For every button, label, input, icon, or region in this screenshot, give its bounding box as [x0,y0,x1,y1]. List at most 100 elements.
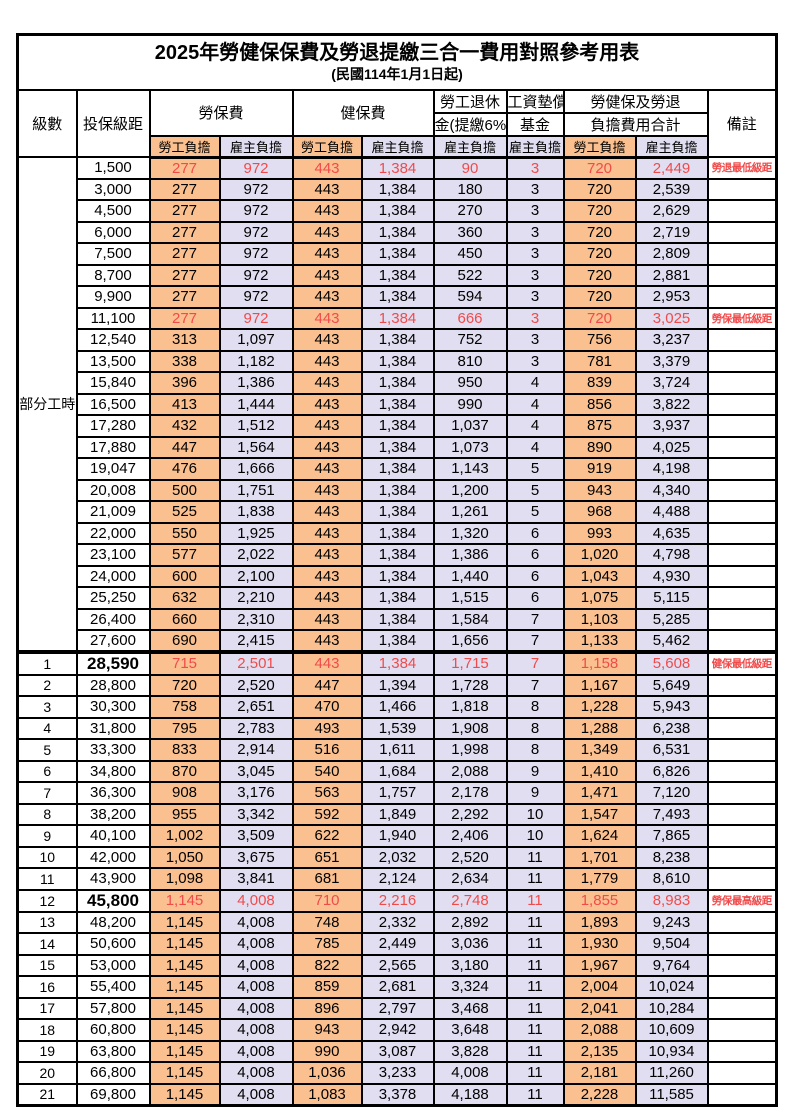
subheader-total-employee: 勞工負擔 [562,134,637,159]
level-cell: 17 [16,996,78,1020]
table-row: 17 57,800 1,145 4,008 896 2,797 3,468 11 2,041 10… [16,996,778,1020]
value-cell: 11 [505,932,565,956]
value-cell: 968 [562,500,637,524]
value-cell: 1,384 [360,349,435,373]
value-cell: 3,237 [634,328,709,352]
value-cell: 443 [291,392,363,416]
value-cell: 1,940 [360,824,435,848]
value-cell: 1,666 [218,457,294,481]
remark-cell [706,478,778,502]
value-cell: 4,008 [218,1082,294,1106]
table-row: 10 42,000 1,050 3,675 651 2,032 2,520 11 1,701 8,… [16,845,778,869]
value-cell: 1,384 [360,328,435,352]
value-cell: 3,828 [432,1039,508,1063]
value-cell: 2,565 [360,953,435,977]
table-row: 8 38,200 955 3,342 592 1,849 2,292 10 1,547 7,493 [16,802,778,826]
value-cell: 1,547 [562,802,637,826]
value-cell: 1,384 [360,263,435,287]
header-row-1: 級數 投保級距 勞保費 健保費 勞工退休 工資墊償 勞健保及勞退 備註 [16,88,778,158]
table-row: 13,500 338 1,182 443 1,384 810 3 781 3,379 [18,349,778,373]
remark-cell [706,263,778,287]
level-cell: 11 [16,867,78,891]
value-cell: 3,324 [432,975,508,999]
value-cell: 2,178 [432,781,508,805]
value-cell: 5 [505,457,565,481]
value-cell: 11 [505,953,565,977]
remark-cell [706,457,778,481]
value-cell: 4,798 [634,543,709,567]
value-cell: 1,384 [360,629,435,653]
bracket-cell: 17,880 [75,435,151,459]
value-cell: 2,748 [432,888,508,913]
value-cell: 651 [291,845,363,869]
value-cell: 1,855 [562,888,637,913]
bracket-cell: 13,500 [75,349,151,373]
value-cell: 1,384 [360,199,435,223]
remark-cell [706,845,778,869]
value-cell: 443 [291,586,363,610]
remark-cell [706,716,778,740]
table-row: 4,500 277 972 443 1,384 270 3 720 2,629 [18,199,778,223]
value-cell: 4,635 [634,521,709,545]
value-cell: 752 [432,328,508,352]
value-cell: 833 [148,738,221,762]
value-cell: 6 [505,521,565,545]
value-cell: 1,145 [148,888,221,913]
remark-cell [706,932,778,956]
value-cell: 1,893 [562,910,637,934]
value-cell: 1,384 [360,649,435,676]
value-cell: 1,466 [360,695,435,719]
value-cell: 5 [505,478,565,502]
value-cell: 3 [505,349,565,373]
value-cell: 500 [148,478,221,502]
value-cell: 919 [562,457,637,481]
value-cell: 1,320 [432,521,508,545]
table-row: 16,500 413 1,444 443 1,384 990 4 856 3,822 [18,392,778,416]
remark-cell: 勞保最高級距 [706,888,778,913]
table-row: 1 28,590 715 2,501 443 1,384 1,715 7 1,158 5,608 健… [16,649,778,676]
col-header-pension-line2: 金(提繳6%) [432,111,508,137]
bracket-cell: 9,900 [75,285,151,309]
level-cell: 3 [16,695,78,719]
value-cell: 443 [291,306,363,330]
level-cell: 14 [16,932,78,956]
value-cell: 1,384 [360,156,435,180]
value-cell: 632 [148,586,221,610]
bracket-cell: 53,000 [75,953,151,977]
value-cell: 10 [505,802,565,826]
value-cell: 748 [291,910,363,934]
table-row: 9,900 277 972 443 1,384 594 3 720 2,953 [18,285,778,309]
table-row: 14 50,600 1,145 4,008 785 2,449 3,036 11 1,930 9,… [16,932,778,956]
value-cell: 11 [505,910,565,934]
value-cell: 443 [291,285,363,309]
value-cell: 2,004 [562,975,637,999]
value-cell: 338 [148,349,221,373]
col-header-wage-fund-line2: 基金 [505,111,565,137]
value-cell: 3 [505,156,565,180]
table-row: 17,880 447 1,564 443 1,384 1,073 4 890 4,025 [18,435,778,459]
remark-cell [706,543,778,567]
value-cell: 990 [432,392,508,416]
value-cell: 2,228 [562,1082,637,1106]
table-row: 17,280 432 1,512 443 1,384 1,037 4 875 3,937 [18,414,778,438]
table-row: 23,100 577 2,022 443 1,384 1,386 6 1,020 4,798 [18,543,778,567]
value-cell: 950 [432,371,508,395]
bracket-cell: 38,200 [75,802,151,826]
value-cell: 10,934 [634,1039,709,1063]
value-cell: 443 [291,199,363,223]
value-cell: 856 [562,392,637,416]
bracket-cell: 15,840 [75,371,151,395]
bracket-cell: 16,500 [75,392,151,416]
value-cell: 2,520 [432,845,508,869]
table-row: 3 30,300 758 2,651 470 1,466 1,818 8 1,228 5,943 [16,695,778,719]
table-row: 26,400 660 2,310 443 1,384 1,584 7 1,103 5,285 [18,607,778,631]
bracket-cell: 7,500 [75,242,151,266]
bracket-cell: 19,047 [75,457,151,481]
value-cell: 1,036 [291,1061,363,1085]
value-cell: 1,384 [360,371,435,395]
value-cell: 681 [291,867,363,891]
level-cell: 16 [16,975,78,999]
table-row: 22,000 550 1,925 443 1,384 1,320 6 993 4,635 [18,521,778,545]
table-row: 部分工時 1,500 277 972 443 1,384 90 3 720 2,449 勞退最低級距 [16,156,778,653]
value-cell: 4,930 [634,564,709,588]
